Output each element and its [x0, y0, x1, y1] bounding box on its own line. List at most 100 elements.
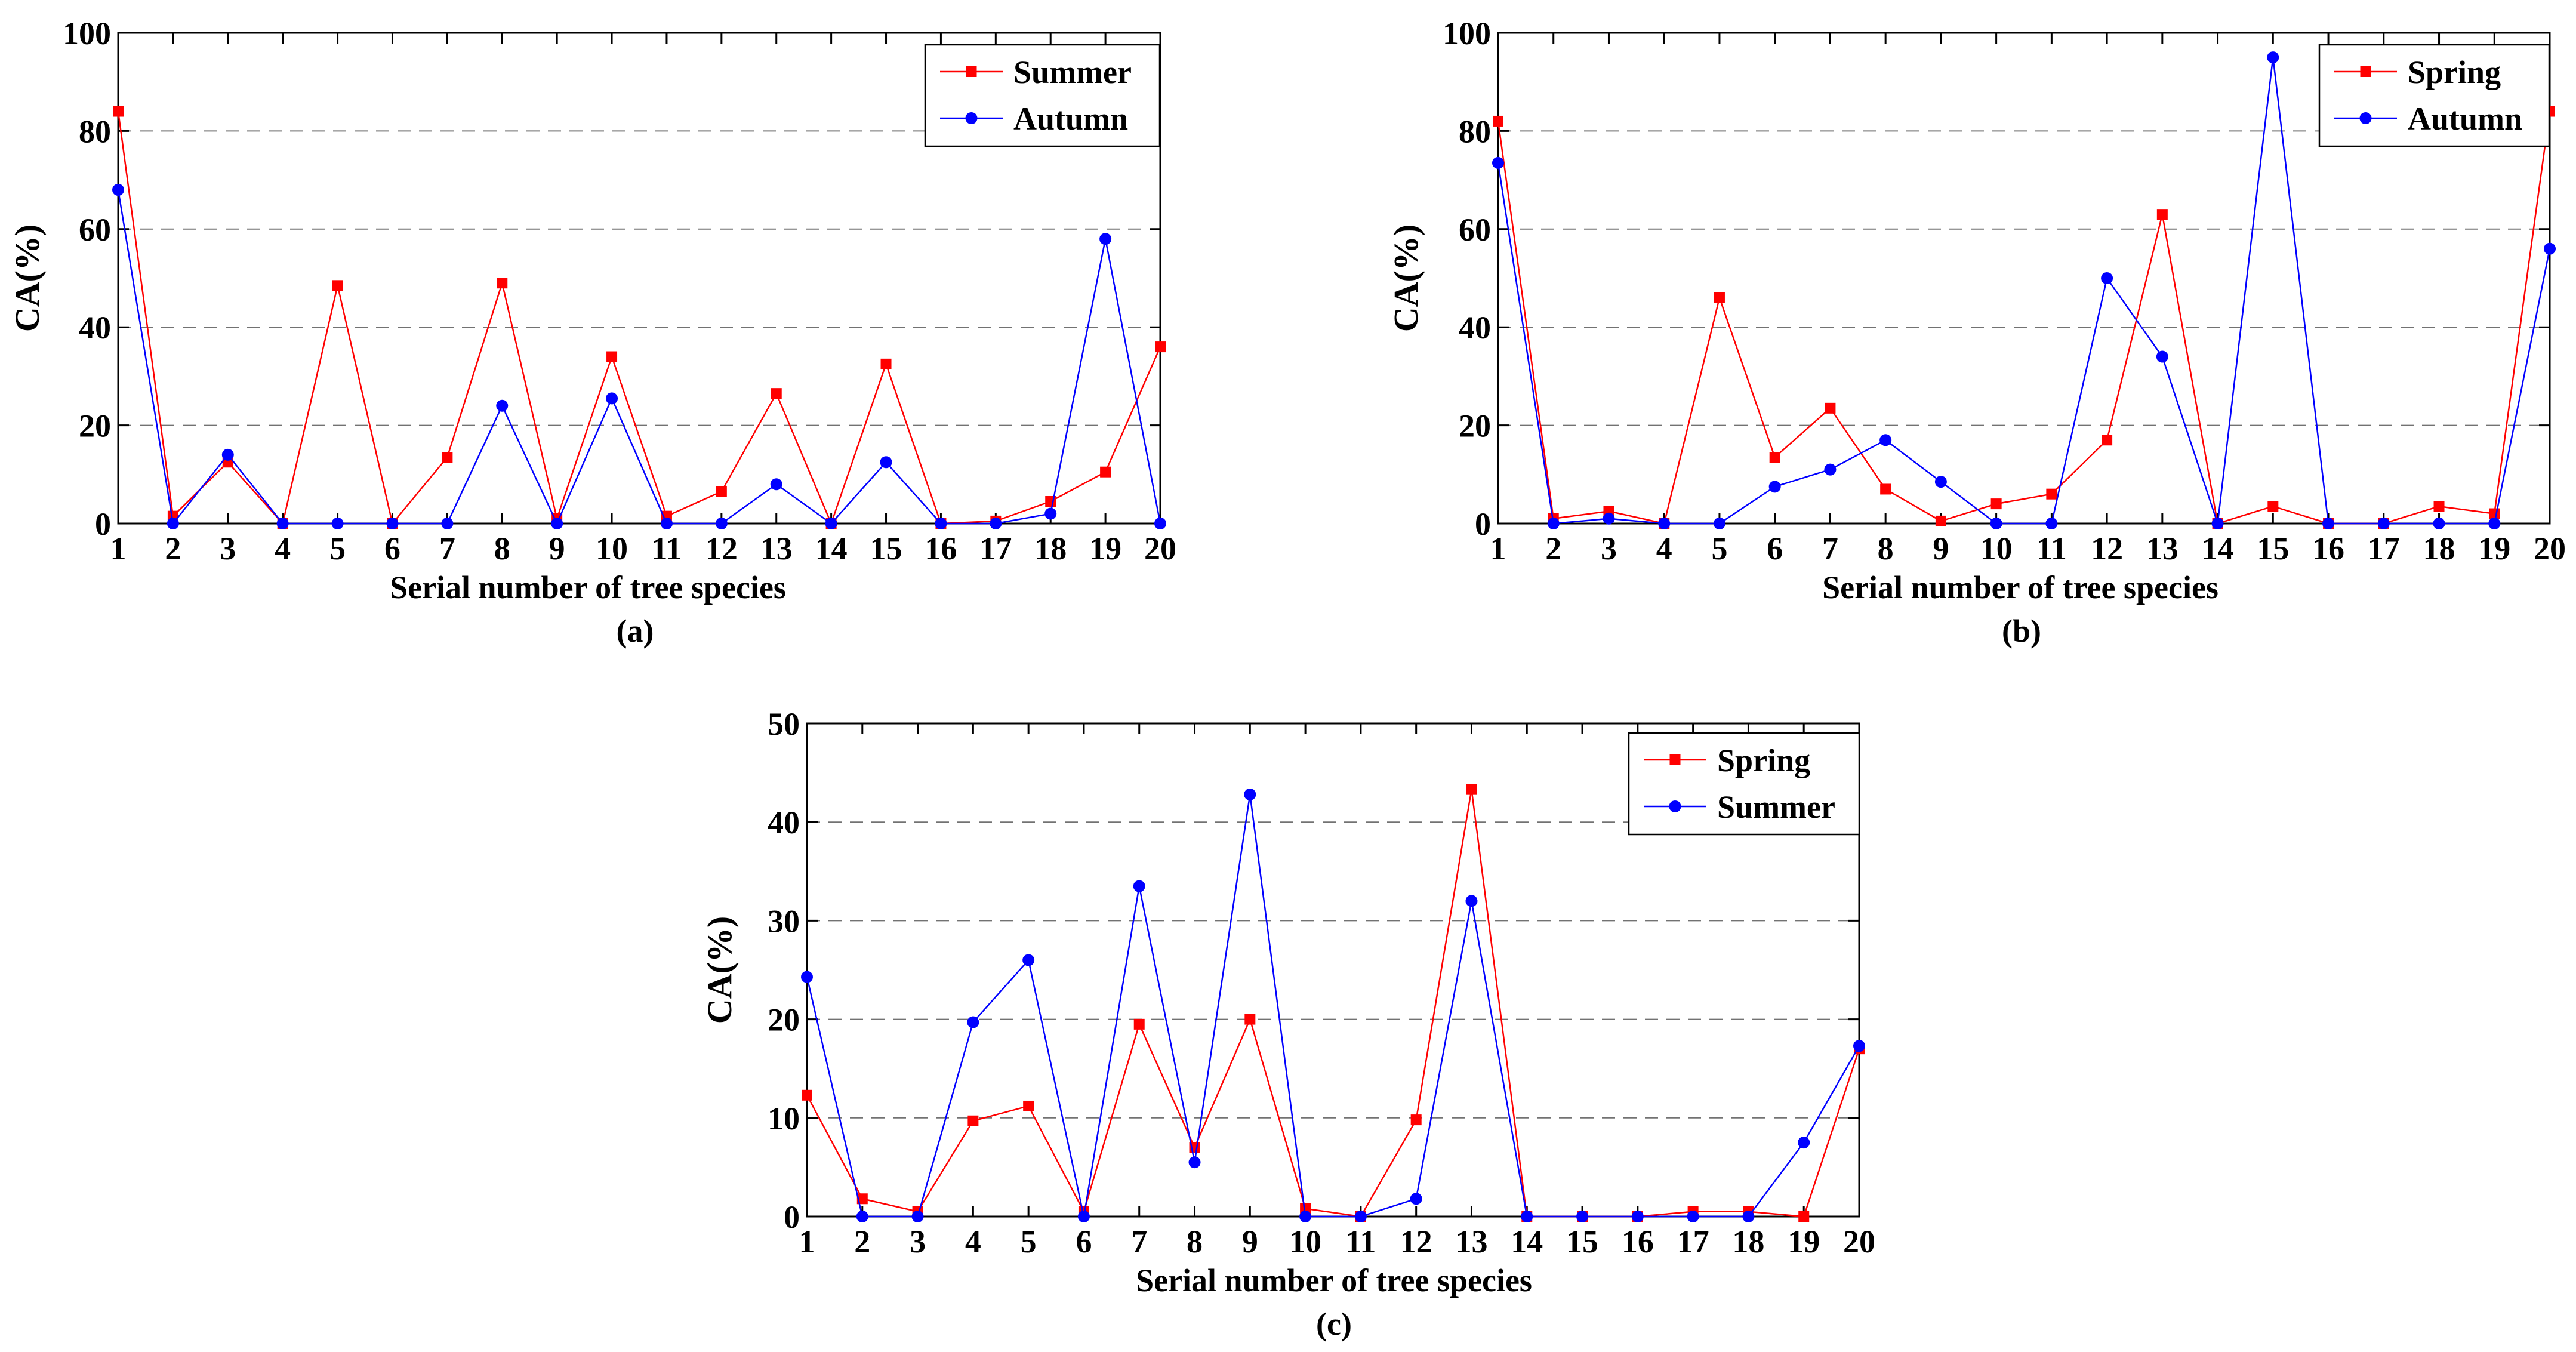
- y-tick-label: 0: [784, 1199, 800, 1235]
- x-tick-label: 12: [705, 531, 738, 566]
- data-point: [2322, 518, 2335, 529]
- x-tick-label: 8: [1187, 1224, 1203, 1259]
- data-point: [660, 518, 673, 529]
- data-point: [1658, 518, 1671, 529]
- legend-label: Spring: [1717, 743, 1810, 778]
- data-point: [1880, 483, 1891, 495]
- data-point: [1769, 452, 1780, 463]
- data-point: [276, 518, 289, 529]
- data-point: [1492, 156, 1504, 169]
- x-tick-label: 10: [596, 531, 628, 566]
- x-axis-label: Serial number of tree species: [390, 569, 786, 605]
- data-point: [716, 486, 727, 497]
- x-tick-label: 4: [1656, 531, 1672, 566]
- x-tick-label: 14: [2202, 531, 2234, 566]
- x-tick-label: 5: [1711, 531, 1727, 566]
- data-point: [1825, 402, 1836, 414]
- data-point: [1410, 1114, 1422, 1126]
- x-tick-label: 11: [2036, 531, 2067, 566]
- data-point: [1934, 476, 1947, 488]
- legend-marker: [2359, 112, 2372, 124]
- data-point: [1133, 1018, 1145, 1030]
- x-tick-label: 4: [965, 1224, 981, 1259]
- data-point: [1687, 1211, 1699, 1222]
- data-point: [1099, 233, 1112, 245]
- x-tick-label: 8: [1878, 531, 1894, 566]
- x-tick-label: 13: [760, 531, 793, 566]
- x-tick-label: 6: [1767, 531, 1783, 566]
- x-tick-label: 7: [1822, 531, 1838, 566]
- data-point: [2102, 435, 2113, 446]
- data-point: [1576, 1211, 1589, 1222]
- y-axis-label: CA(%): [8, 224, 47, 332]
- data-point: [1493, 115, 1503, 127]
- data-point: [967, 1115, 979, 1126]
- data-point: [551, 518, 563, 529]
- data-point: [1155, 341, 1166, 353]
- legend-box: [2318, 44, 2550, 147]
- data-point: [1244, 788, 1256, 800]
- data-point: [1798, 1211, 1810, 1222]
- data-point: [770, 478, 782, 491]
- x-tick-label: 12: [1400, 1224, 1432, 1259]
- x-axis-label: Serial number of tree species: [1136, 1262, 1532, 1298]
- data-point: [1465, 895, 1478, 907]
- data-point: [331, 518, 344, 529]
- x-tick-label: 7: [439, 531, 455, 566]
- x-tick-label: 17: [979, 531, 1012, 566]
- y-tick-label: 50: [768, 706, 800, 742]
- data-point: [2267, 501, 2279, 512]
- series-line-autumn: [1497, 57, 2551, 525]
- y-tick-label: 80: [79, 113, 111, 149]
- data-point: [113, 106, 124, 117]
- panel-label: (a): [617, 613, 654, 649]
- data-point: [1798, 1137, 1810, 1149]
- series-line-summer: [117, 111, 1161, 526]
- x-tick-label: 19: [1089, 531, 1121, 566]
- data-point: [2211, 518, 2224, 529]
- x-tick-label: 12: [2091, 531, 2123, 566]
- x-tick-label: 5: [329, 531, 346, 566]
- data-point: [1824, 463, 1837, 476]
- y-tick-label: 40: [79, 310, 111, 346]
- x-tick-label: 8: [494, 531, 510, 566]
- x-tick-label: 16: [925, 531, 957, 566]
- x-tick-label: 18: [1034, 531, 1067, 566]
- data-point: [2045, 518, 2058, 529]
- data-point: [1188, 1156, 1201, 1169]
- x-tick-label: 4: [275, 531, 291, 566]
- data-point: [496, 399, 509, 412]
- data-point: [771, 388, 782, 399]
- data-point: [606, 392, 618, 405]
- data-point: [1410, 1193, 1422, 1205]
- data-point: [2488, 518, 2501, 529]
- y-tick-label: 100: [63, 16, 111, 51]
- data-point: [856, 1211, 868, 1222]
- data-point: [1244, 1014, 1256, 1025]
- series-line-spring: [806, 789, 1860, 1218]
- data-point: [2433, 501, 2445, 512]
- y-tick-label: 20: [1459, 408, 1491, 444]
- x-tick-label: 9: [1242, 1224, 1258, 1259]
- panel-label: (b): [2002, 613, 2041, 649]
- data-point: [1879, 434, 1892, 446]
- y-tick-label: 10: [768, 1101, 800, 1137]
- legend: Summer Autumn: [924, 44, 1161, 147]
- legend-box: [1628, 732, 1860, 836]
- x-axis-label: Serial number of tree species: [1822, 569, 2218, 605]
- legend-label: Autumn: [2408, 101, 2522, 137]
- y-tick-label: 60: [79, 212, 111, 248]
- x-tick-label: 18: [2423, 531, 2455, 566]
- panel-label: (c): [1316, 1306, 1352, 1342]
- data-point: [1521, 1211, 1533, 1222]
- data-point: [880, 456, 892, 469]
- data-point: [911, 1211, 924, 1222]
- data-point: [1990, 518, 2002, 529]
- series-line-autumn: [117, 189, 1161, 526]
- data-point: [1023, 1100, 1034, 1111]
- data-point: [167, 518, 179, 529]
- series-line-spring: [1497, 111, 2551, 525]
